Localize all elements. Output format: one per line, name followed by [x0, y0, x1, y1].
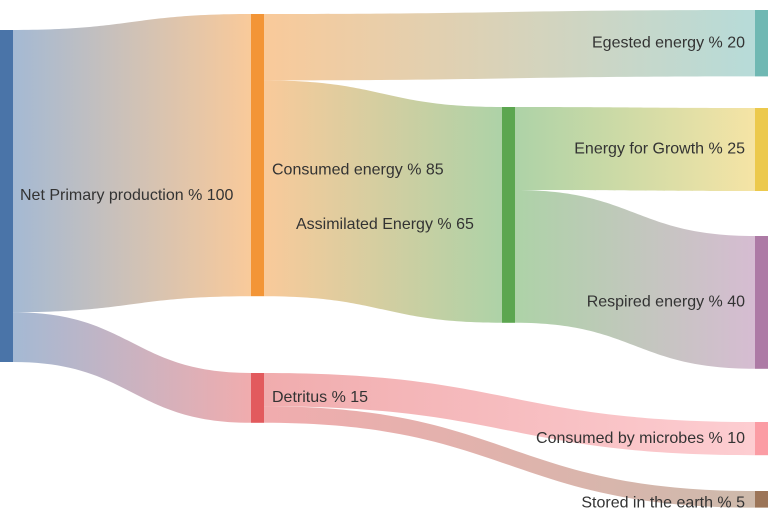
- node-npp: [0, 30, 13, 362]
- nodes-layer: [0, 10, 768, 508]
- labels-layer: Net Primary production % 100 Consumed ene…: [20, 34, 745, 511]
- links-layer: [13, 10, 755, 508]
- label-egested: Egested energy % 20: [592, 34, 745, 51]
- node-stored: [755, 491, 768, 508]
- label-detritus: Detritus % 15: [272, 389, 368, 406]
- label-growth: Energy for Growth % 25: [574, 141, 745, 158]
- label-microbes: Consumed by microbes % 10: [536, 430, 745, 447]
- label-respired: Respired energy % 40: [587, 294, 745, 311]
- node-microbes: [755, 422, 768, 456]
- node-egested: [755, 10, 768, 77]
- node-detritus: [251, 373, 264, 423]
- label-npp: Net Primary production % 100: [20, 187, 234, 204]
- link-detritus-to-stored: [264, 406, 755, 508]
- node-respired: [755, 236, 768, 369]
- label-stored: Stored in the earth % 5: [581, 495, 745, 512]
- link-assimilated-to-respired: [515, 190, 755, 369]
- link-consumed-to-egested: [264, 10, 755, 81]
- link-detritus-to-microbes: [264, 373, 755, 456]
- node-growth: [755, 108, 768, 191]
- link-assimilated-to-growth: [515, 107, 755, 191]
- link-consumed-to-assimilated: [264, 80, 502, 323]
- label-assimilated: Assimilated Energy % 65: [296, 216, 474, 233]
- link-npp-to-consumed: [13, 14, 251, 313]
- node-consumed: [251, 14, 264, 297]
- label-consumed: Consumed energy % 85: [272, 161, 444, 178]
- node-assimilated: [502, 107, 515, 323]
- link-npp-to-detritus: [13, 312, 251, 423]
